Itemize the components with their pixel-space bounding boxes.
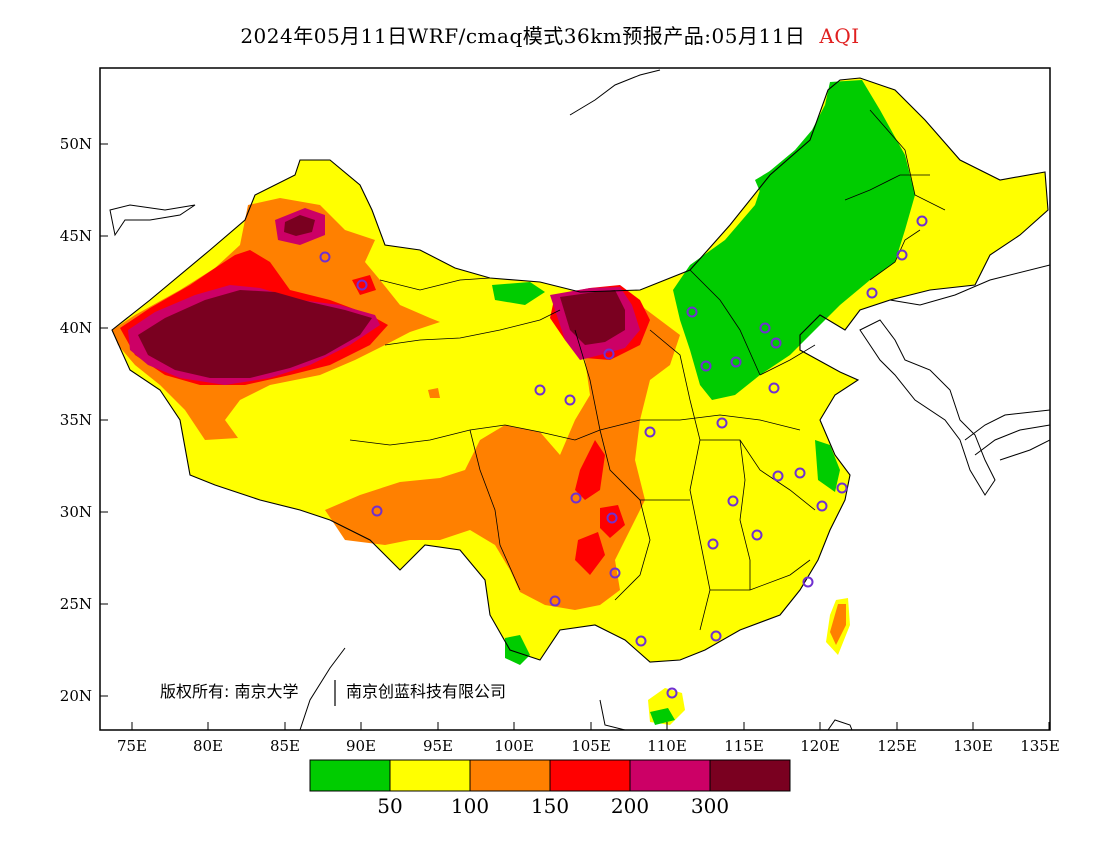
region-good-gansu: [492, 282, 545, 305]
region-usg-southwest: [325, 292, 680, 610]
station-marker: [549, 595, 561, 607]
lon-label: 105E: [571, 737, 611, 755]
colorbar-swatch: [710, 760, 790, 791]
station-marker: [768, 382, 780, 394]
lon-label: 85E: [270, 737, 300, 755]
station-marker: [686, 306, 698, 318]
lon-label: 90E: [346, 737, 376, 755]
lat-label: 40N: [60, 319, 92, 337]
region-unhealthy-sichuan: [575, 440, 605, 500]
region-unhealthy-guizhou: [575, 532, 605, 575]
lon-label: 115E: [724, 737, 764, 755]
region-hazardous-north: [560, 290, 625, 345]
station-marker: [356, 279, 368, 291]
station-marker: [896, 249, 908, 261]
station-marker: [772, 470, 784, 482]
colorbar-swatch: [390, 760, 470, 791]
region-hazardous-taklamakan: [138, 290, 372, 378]
lat-label: 20N: [60, 687, 92, 705]
lat-axis: [100, 143, 108, 697]
colorbar-swatch: [310, 760, 390, 791]
lon-label: 125E: [877, 737, 917, 755]
station-marker: [644, 426, 656, 438]
title-main: 2024年05月11日WRF/cmaq模式36km预报产品:05月11日: [240, 24, 806, 48]
region-good-yunnan: [505, 635, 530, 665]
station-marker: [751, 529, 763, 541]
station-marker: [319, 251, 331, 263]
station-marker: [570, 492, 582, 504]
region-usg-qinghai-spot: [428, 388, 440, 398]
region-good-hangzhou: [815, 440, 840, 492]
copyright-owner: 版权所有: 南京大学: [160, 682, 298, 701]
station-marker: [371, 505, 383, 517]
colorbar-tick-label: 300: [691, 794, 729, 818]
lon-axis: [131, 722, 1050, 730]
station-marker: [759, 322, 771, 334]
colorbar-swatch: [550, 760, 630, 791]
station-marker: [836, 482, 848, 494]
station-marker: [770, 337, 782, 349]
lat-label: 45N: [60, 227, 92, 245]
lon-label: 130E: [953, 737, 993, 755]
station-marker: [794, 467, 806, 479]
station-markers: [319, 215, 928, 699]
station-marker: [916, 215, 928, 227]
station-marker: [635, 635, 647, 647]
station-marker: [802, 576, 814, 588]
copyright-company: 南京创蓝科技有限公司: [346, 682, 506, 701]
lon-label: 135E: [1020, 737, 1060, 755]
region-good-hainan: [650, 708, 675, 725]
station-marker: [727, 495, 739, 507]
province-boundaries: [349, 109, 946, 631]
lon-label: 120E: [800, 737, 840, 755]
lon-label: 110E: [647, 737, 687, 755]
lat-label: 35N: [60, 411, 92, 429]
lon-label: 80E: [193, 737, 223, 755]
region-unhealthy-spot: [352, 275, 376, 295]
lon-label: 100E: [494, 737, 534, 755]
station-marker: [609, 567, 621, 579]
lat-label: 25N: [60, 595, 92, 613]
title-highlight: AQI: [819, 24, 860, 48]
lat-label: 50N: [60, 135, 92, 153]
region-usg-tibet-spot: [415, 508, 432, 530]
colorbar-tick-label: 150: [531, 794, 569, 818]
colorbar-swatch: [630, 760, 710, 791]
neighbor-outlines: [109, 69, 1050, 730]
station-marker: [700, 360, 712, 372]
taiwan-orange: [830, 604, 846, 645]
lon-label: 75E: [117, 737, 147, 755]
station-marker: [716, 417, 728, 429]
station-marker: [666, 687, 678, 699]
station-marker: [816, 500, 828, 512]
map-frame: [99, 67, 1051, 731]
map-title: 2024年05月11日WRF/cmaq模式36km预报产品:05月11日 AQI: [0, 20, 1100, 49]
colorbar-swatch: [470, 760, 550, 791]
china-border: [111, 77, 1049, 663]
station-marker: [603, 348, 615, 360]
colorbar-tick-label: 100: [451, 794, 489, 818]
station-marker: [866, 287, 878, 299]
colorbar-tick-label: 200: [611, 794, 649, 818]
station-marker: [710, 630, 722, 642]
region-good-northeast-2: [755, 168, 810, 215]
region-hazardous-spot: [284, 215, 315, 236]
station-marker: [707, 538, 719, 550]
lat-label: 30N: [60, 503, 92, 521]
station-marker: [534, 384, 546, 396]
station-marker: [606, 512, 618, 524]
map-field: [109, 69, 1050, 730]
lon-label: 95E: [423, 737, 453, 755]
station-marker: [730, 356, 742, 368]
station-marker: [564, 394, 576, 406]
colorbar-tick-label: 50: [377, 794, 402, 818]
aqi-colorbar: [309, 759, 791, 792]
